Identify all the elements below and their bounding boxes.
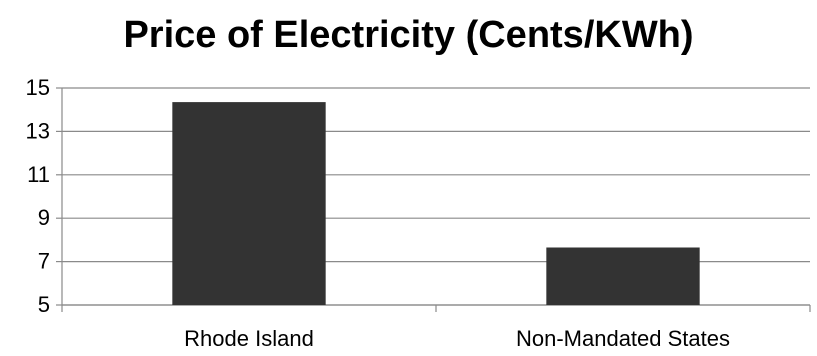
bar [546, 247, 700, 305]
y-tick-label: 11 [27, 162, 50, 187]
y-tick-label: 7 [38, 249, 50, 274]
chart-title: Price of Electricity (Cents/KWh) [123, 14, 694, 56]
y-tick-label: 9 [38, 205, 50, 230]
x-tick-label: Rhode Island [184, 326, 314, 351]
y-tick-label: 15 [26, 75, 50, 100]
y-tick-label: 13 [26, 118, 50, 143]
bar [172, 102, 326, 305]
y-tick-label: 5 [38, 292, 50, 317]
x-tick-label: Non-Mandated States [516, 326, 730, 351]
